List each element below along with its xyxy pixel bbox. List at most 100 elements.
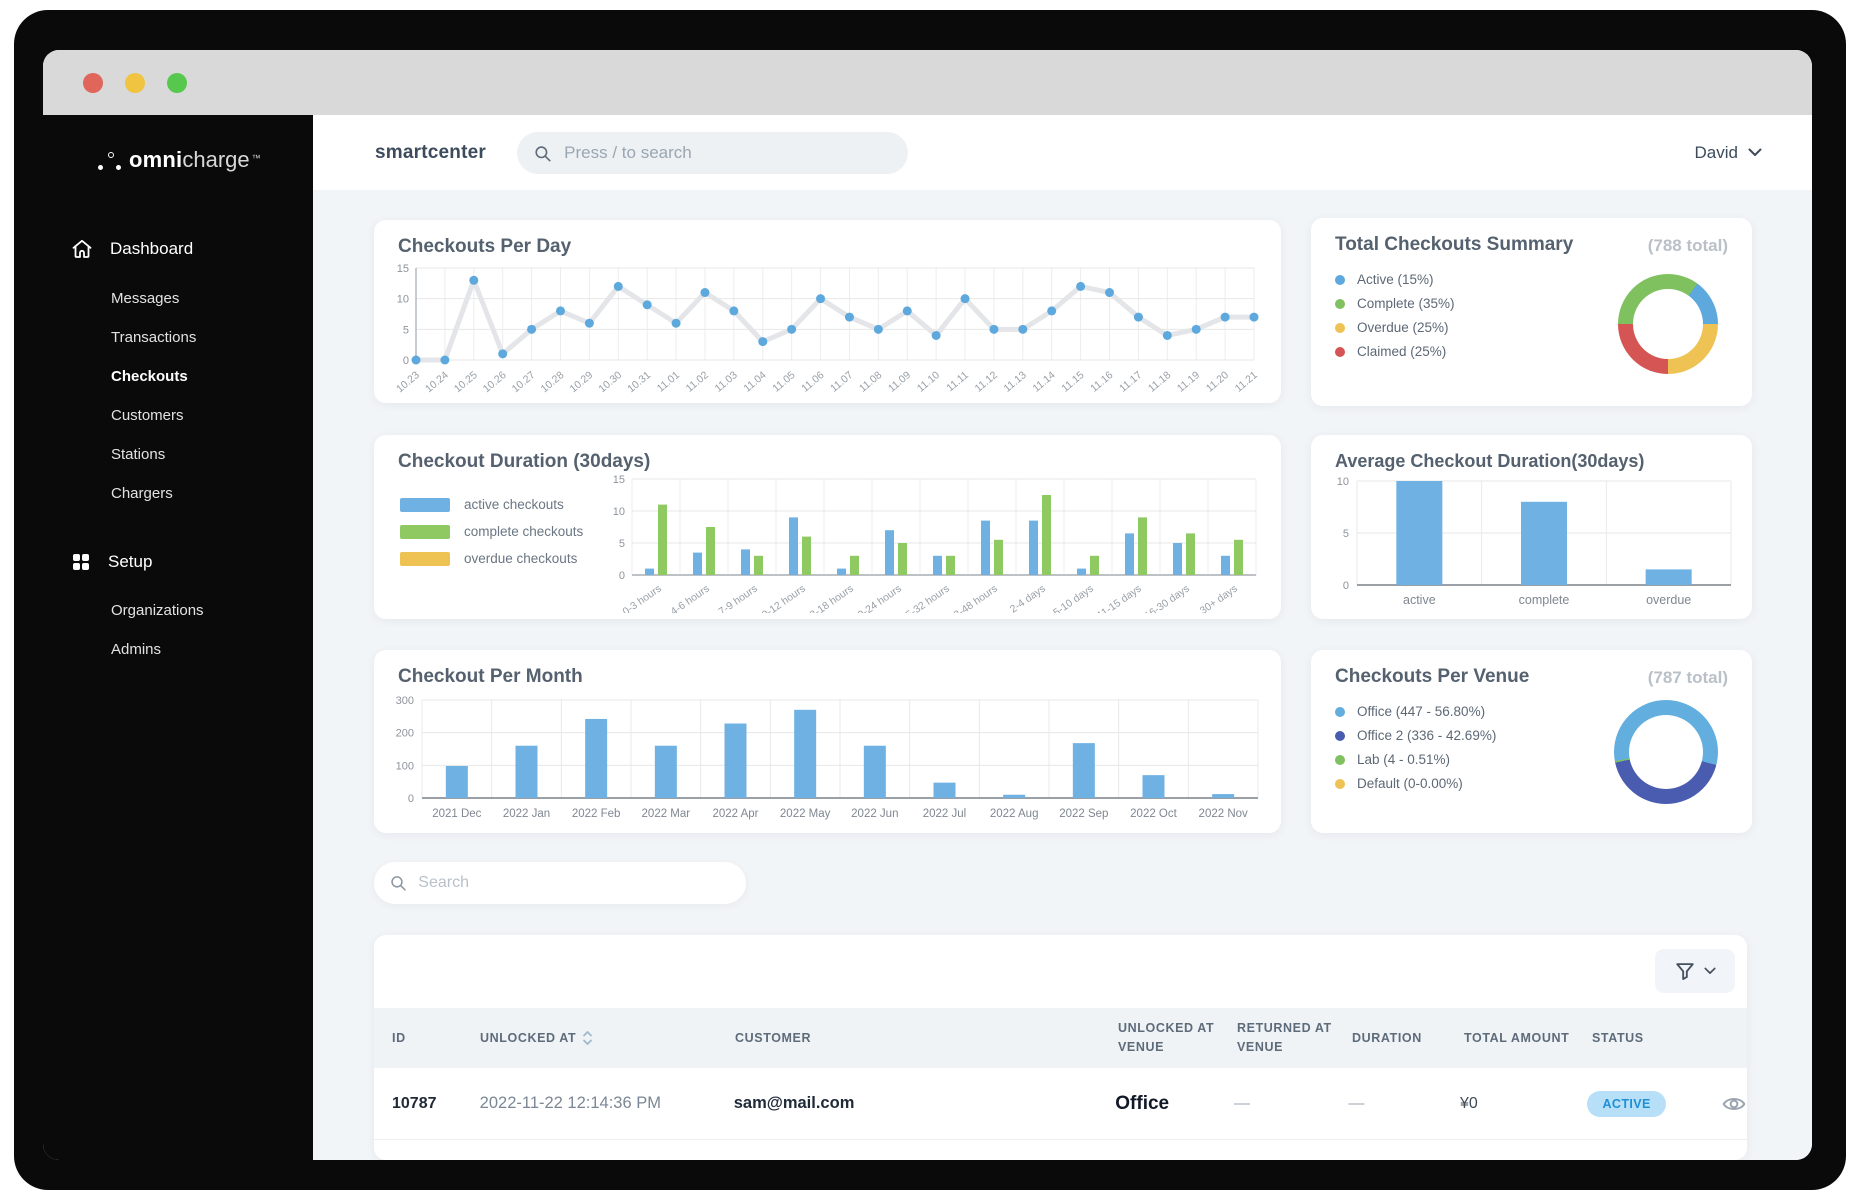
sort-icon[interactable] — [582, 1030, 593, 1046]
svg-text:5: 5 — [403, 324, 409, 336]
logo-text-light: charge — [182, 147, 250, 172]
svg-text:11.09: 11.09 — [886, 369, 913, 395]
user-name: David — [1694, 142, 1738, 162]
legend-item: complete checkouts — [400, 524, 583, 539]
svg-text:300: 300 — [396, 695, 414, 707]
home-icon — [72, 239, 92, 258]
svg-text:10.26: 10.26 — [481, 369, 509, 395]
legend-dot — [1335, 298, 1345, 309]
svg-text:10.27: 10.27 — [510, 369, 538, 395]
sidebar-item-checkouts[interactable]: Checkouts — [111, 368, 188, 385]
close-window-icon[interactable] — [83, 72, 103, 93]
svg-text:overdue: overdue — [1646, 593, 1691, 607]
omnicharge-logo: omni charge ™ — [97, 147, 313, 173]
svg-text:15: 15 — [397, 263, 409, 275]
svg-text:2-4 days: 2-4 days — [1008, 583, 1048, 613]
sidebar-item-organizations[interactable]: Organizations — [111, 602, 204, 619]
topbar: smartcenter David — [313, 115, 1812, 190]
dashboard-items: Messages Transactions Checkouts Customer… — [43, 279, 313, 513]
sidebar-item-transactions[interactable]: Transactions — [111, 329, 197, 346]
legend-item: Overdue (25%) — [1335, 320, 1455, 335]
svg-text:11.07: 11.07 — [828, 369, 855, 395]
global-search-input[interactable] — [564, 143, 892, 163]
sidebar-item-messages[interactable]: Messages — [111, 290, 180, 307]
sidebar-nav: Dashboard Messages Transactions Checkout… — [43, 225, 313, 669]
svg-text:10-12 hours: 10-12 hours — [755, 583, 808, 613]
legend-dot — [1335, 346, 1345, 357]
svg-text:0: 0 — [403, 355, 409, 367]
svg-text:11.08: 11.08 — [857, 369, 884, 395]
svg-text:33-48 hours: 33-48 hours — [947, 583, 1000, 613]
sidebar-item-customers[interactable]: Customers — [111, 407, 184, 424]
average-checkout-duration-chart: 0 5 10 active complete overdue — [1321, 475, 1739, 613]
svg-text:2022 Nov: 2022 Nov — [1199, 808, 1248, 820]
view-details-button[interactable] — [1721, 1091, 1747, 1117]
sidebar-section-setup[interactable]: Setup — [43, 539, 313, 585]
svg-text:10.28: 10.28 — [539, 369, 567, 395]
card-title: Total Checkouts Summary — [1335, 234, 1574, 255]
svg-text:2022 Jan: 2022 Jan — [503, 808, 550, 820]
cell-id: 10787 — [392, 1094, 437, 1112]
sidebar-section-dashboard[interactable]: Dashboard — [43, 225, 313, 273]
svg-text:11-15 days: 11-15 days — [1095, 583, 1144, 613]
svg-text:11.18: 11.18 — [1146, 369, 1173, 395]
svg-text:2022 Apr: 2022 Apr — [712, 808, 758, 820]
column-header-status: STATUS — [1592, 1030, 1644, 1045]
svg-text:2021 Dec: 2021 Dec — [432, 808, 481, 820]
cell-unlocked-venue: Office — [1115, 1092, 1170, 1114]
legend-item: overdue checkouts — [400, 551, 583, 566]
column-header-total-amount: TOTAL AMOUNT — [1464, 1030, 1570, 1045]
minimize-window-icon[interactable] — [125, 72, 145, 93]
app-window: omni charge ™ Dashboard Messages Transac… — [43, 50, 1812, 1160]
card-title: Checkout Per Month — [398, 666, 583, 687]
legend-item: Lab (4 - 0.51%) — [1335, 752, 1496, 767]
svg-text:0: 0 — [619, 570, 625, 582]
svg-text:10.30: 10.30 — [596, 369, 624, 395]
cell-customer: sam@mail.com — [733, 1094, 855, 1112]
svg-text:2022 May: 2022 May — [780, 808, 831, 820]
cell-returned-venue: — — [1233, 1094, 1250, 1112]
maximize-window-icon[interactable] — [167, 72, 187, 93]
svg-text:200: 200 — [396, 728, 414, 740]
column-header-unlocked-venue: UNLOCKED AT VENUE — [1118, 1021, 1215, 1054]
user-menu[interactable]: David — [1695, 115, 1762, 190]
svg-text:2022 Oct: 2022 Oct — [1130, 808, 1177, 820]
svg-text:5: 5 — [619, 538, 625, 550]
svg-text:2022 Jul: 2022 Jul — [923, 808, 966, 820]
svg-text:16-30 days: 16-30 days — [1142, 583, 1191, 613]
sidebar-section-label: Dashboard — [110, 239, 194, 258]
venue-total-count: (787 total) — [1647, 668, 1728, 687]
legend-swatch — [400, 524, 450, 539]
svg-text:4-6 hours: 4-6 hours — [669, 583, 712, 613]
svg-text:7-9 hours: 7-9 hours — [717, 583, 760, 613]
legend-item: Claimed (25%) — [1335, 344, 1455, 359]
sidebar-item-stations[interactable]: Stations — [111, 446, 166, 463]
legend-dot — [1335, 274, 1345, 285]
svg-text:10.25: 10.25 — [452, 369, 480, 395]
legend-item: Default (0-0.00%) — [1335, 776, 1496, 791]
svg-text:11.19: 11.19 — [1175, 369, 1202, 395]
window-titlebar — [43, 50, 1812, 115]
checkouts-search-input[interactable] — [418, 874, 731, 892]
svg-text:0: 0 — [408, 793, 414, 805]
sidebar-item-admins[interactable]: Admins — [111, 641, 162, 658]
svg-text:2022 Feb: 2022 Feb — [572, 808, 621, 820]
grid-icon — [73, 554, 89, 570]
filter-button[interactable] — [1655, 949, 1735, 993]
svg-text:10.24: 10.24 — [423, 369, 451, 395]
svg-text:2022 Mar: 2022 Mar — [642, 808, 691, 820]
svg-text:11.05: 11.05 — [770, 369, 797, 395]
svg-text:10.23: 10.23 — [394, 369, 422, 395]
summary-legend: Active (15%) Complete (35%) Overdue (25%… — [1335, 272, 1455, 368]
svg-text:11.17: 11.17 — [1117, 369, 1144, 395]
column-header-id: ID — [392, 1030, 406, 1045]
svg-text:0-3 hours: 0-3 hours — [621, 583, 664, 613]
checkout-per-month-card: Checkout Per Month 0 100 200 300 2021 Dec 202… — [374, 650, 1281, 833]
svg-text:11.01: 11.01 — [655, 369, 682, 395]
checkouts-table-card: ID UNLOCKED AT CUSTOMER UNLOCKED AT VENU… — [374, 935, 1747, 1160]
cell-status: ACTIVE — [1587, 1090, 1715, 1117]
legend-item: Office (447 - 56.80%) — [1335, 704, 1496, 719]
sidebar-item-chargers[interactable]: Chargers — [111, 485, 173, 502]
svg-text:10: 10 — [397, 294, 409, 306]
legend-item: active checkouts — [400, 497, 583, 512]
